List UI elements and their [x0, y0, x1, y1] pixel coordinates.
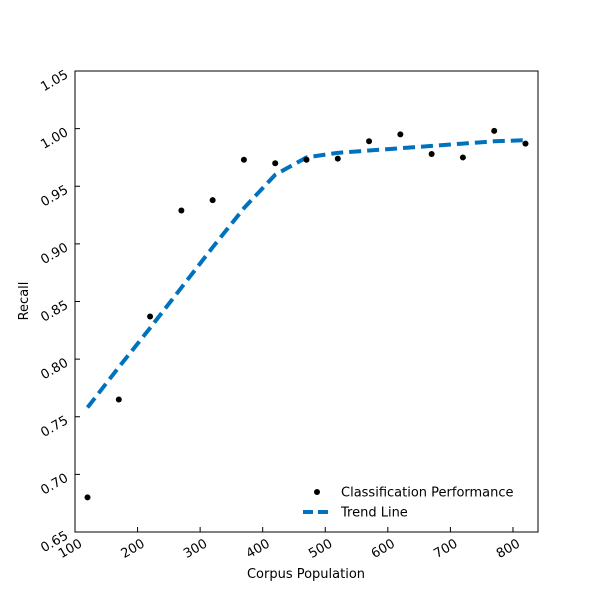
x-tick-label: 600: [369, 536, 398, 561]
y-tick-label: 1.05: [38, 67, 71, 94]
x-tick-label: 800: [494, 536, 523, 561]
y-tick-label: 0.80: [38, 356, 71, 383]
x-tick-label: 300: [181, 536, 210, 561]
data-point: [272, 160, 279, 167]
y-tick-label: 1.00: [38, 125, 71, 152]
y-tick-label: 0.95: [38, 183, 71, 210]
x-tick-label: 200: [119, 536, 148, 561]
y-axis-title: Recall: [17, 282, 32, 321]
data-point: [303, 156, 310, 163]
data-point: [366, 138, 373, 145]
data-point: [115, 396, 122, 403]
data-point: [178, 207, 185, 214]
x-tick-label: 500: [306, 536, 335, 561]
legend-label-classification-performance: Classification Performance: [341, 486, 514, 501]
legend-marker-classification-performance: [314, 489, 320, 495]
data-point: [459, 154, 466, 161]
points-layer: [84, 127, 529, 501]
y-tick-label: 0.70: [38, 471, 71, 498]
x-tick-label: 400: [244, 536, 273, 561]
plot-area: [74, 70, 539, 533]
data-point: [522, 140, 529, 147]
data-point: [84, 494, 91, 501]
legend-label-trend-line: Trend Line: [340, 506, 408, 521]
x-tick-label: 700: [431, 536, 460, 561]
y-tick-label: 0.75: [38, 413, 71, 440]
y-tick-label: 0.85: [38, 298, 71, 325]
data-point: [240, 156, 247, 163]
data-point: [334, 155, 341, 162]
data-point: [209, 197, 216, 204]
legend: Classification Performance Trend Line: [303, 486, 514, 521]
data-point: [147, 313, 154, 320]
data-point: [428, 150, 435, 157]
data-point: [491, 127, 498, 134]
y-ticks: 0.650.700.750.800.850.900.951.001.05: [38, 67, 80, 556]
y-tick-label: 0.90: [38, 240, 71, 267]
data-point: [397, 131, 404, 138]
x-axis-title: Corpus Population: [247, 567, 365, 582]
